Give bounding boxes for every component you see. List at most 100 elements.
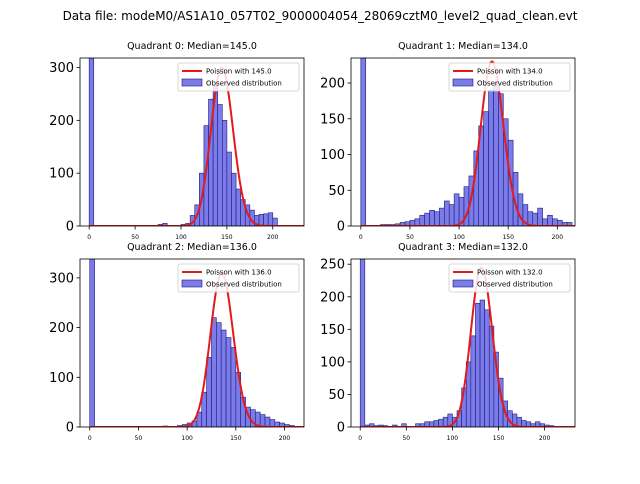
histogram-bar	[221, 120, 228, 226]
x-tick-label: 100	[453, 234, 465, 241]
legend-bar-swatch	[452, 279, 474, 288]
x-tick-label: 100	[181, 435, 193, 442]
histogram-bar	[552, 218, 558, 226]
legend-box	[448, 263, 571, 293]
histogram-bar	[267, 212, 274, 226]
histogram-bar	[211, 317, 217, 427]
y-tick-label: 300	[49, 61, 74, 76]
histogram-bar	[360, 58, 367, 226]
histogram-bar	[493, 82, 499, 226]
x-tick-label: 50	[131, 234, 139, 241]
chart-panel-2: 0 50 100 150 200 0 100 200 300 Quadrant 2: Median…	[49, 242, 305, 442]
legend-label-observed: Observed distribution	[206, 80, 282, 88]
legend-label-poisson: Poisson with 136.0	[206, 269, 272, 277]
chart-panel-1: 0 50 100 150 200 0 50 100 150 200 Quadrant 1: Medi…	[320, 41, 576, 241]
legend: Poisson with 136.0 Observed distribution	[177, 263, 300, 293]
histogram-bar	[439, 207, 445, 226]
y-tick-label: 50	[328, 388, 345, 403]
legend-label-poisson: Poisson with 145.0	[206, 68, 272, 76]
x-tick-label: 150	[221, 234, 233, 241]
y-tick-label: 150	[320, 323, 345, 338]
x-tick-label: 0	[88, 435, 92, 442]
histogram-bar	[419, 214, 425, 226]
histogram-bar	[216, 322, 222, 427]
histogram-bar	[479, 299, 485, 427]
chart-title: Quadrant 3: Median=132.0	[398, 242, 528, 253]
histogram-bar	[424, 212, 430, 226]
poisson-curve	[89, 271, 304, 427]
x-tick-label: 150	[502, 234, 514, 241]
histogram-bar	[532, 212, 538, 226]
chart-panel-3: 0 50 100 150 200 0 50 100 150 200 250 Quadrant 3: M…	[320, 242, 576, 442]
legend-bar-swatch	[181, 78, 203, 87]
y-tick-label: 100	[49, 371, 74, 386]
y-tick-label: 200	[49, 114, 74, 129]
histogram-bar	[226, 151, 232, 226]
histogram-bar	[217, 104, 223, 226]
histogram-bar	[444, 200, 450, 226]
legend-label-poisson: Poisson with 134.0	[477, 68, 543, 76]
legend-box	[177, 62, 300, 92]
histogram-bar	[566, 222, 573, 226]
plot-area	[88, 58, 304, 226]
x-tick-label: 200	[539, 435, 551, 442]
x-tick-label: 50	[406, 234, 414, 241]
y-tick-label: 100	[49, 167, 74, 182]
legend-label-observed: Observed distribution	[477, 80, 553, 88]
y-tick-label: 0	[66, 220, 74, 235]
axes-frame	[350, 258, 576, 428]
legend: Poisson with 134.0 Observed distribution	[448, 62, 571, 92]
legend-label-poisson: Poisson with 132.0	[477, 269, 543, 277]
chart-title: Quadrant 1: Median=134.0	[398, 41, 528, 52]
x-tick-label: 50	[402, 435, 410, 442]
legend-label-observed: Observed distribution	[206, 281, 282, 289]
legend-box	[177, 263, 300, 293]
y-tick-label: 0	[337, 421, 345, 436]
y-tick-label: 250	[320, 258, 345, 273]
histogram-bar	[272, 217, 278, 226]
y-tick-label: 0	[337, 220, 345, 235]
figure-suptitle: Data file: modeM0/AS1A10_057T02_90000040…	[63, 9, 578, 23]
y-tick-label: 200	[49, 321, 74, 336]
legend-box	[448, 62, 571, 92]
x-tick-label: 200	[267, 234, 279, 241]
x-tick-label: 0	[87, 234, 91, 241]
histogram-bar	[259, 414, 266, 427]
plot-area	[359, 259, 575, 427]
x-tick-label: 200	[552, 234, 564, 241]
axes-frame	[79, 258, 305, 428]
y-tick-label: 300	[49, 271, 74, 286]
histogram-bar	[235, 188, 241, 226]
y-tick-label: 100	[320, 148, 345, 163]
histogram-bar	[225, 337, 232, 427]
y-tick-label: 150	[320, 112, 345, 127]
x-tick-label: 50	[135, 435, 143, 442]
legend-bar-swatch	[181, 279, 203, 288]
histogram-bar	[429, 209, 435, 226]
y-tick-label: 50	[328, 184, 345, 199]
histogram-bar	[88, 58, 95, 226]
poisson-curve	[360, 266, 575, 427]
x-tick-label: 150	[493, 435, 505, 442]
histogram-bar	[448, 204, 455, 226]
histogram-bar	[263, 213, 269, 226]
histogram-bar	[484, 309, 490, 427]
histogram-bar	[537, 207, 543, 226]
y-tick-label: 100	[320, 355, 345, 370]
histogram-bar	[453, 193, 460, 226]
y-tick-label: 0	[66, 421, 74, 436]
histogram-bar	[231, 172, 237, 226]
legend: Poisson with 132.0 Observed distribution	[448, 263, 571, 293]
x-tick-label: 150	[230, 435, 242, 442]
y-tick-label: 200	[320, 290, 345, 305]
histogram-bar	[470, 335, 476, 427]
chart-title: Quadrant 0: Median=145.0	[127, 41, 257, 52]
histogram-bar	[206, 357, 212, 427]
histogram-bar	[89, 259, 95, 427]
histogram-bar	[269, 419, 276, 427]
chart-panel-0: 0 50 100 150 200 0 100 200 300 Quadrant 0: Median…	[49, 41, 305, 241]
x-tick-label: 100	[447, 435, 459, 442]
legend-label-observed: Observed distribution	[477, 281, 553, 289]
